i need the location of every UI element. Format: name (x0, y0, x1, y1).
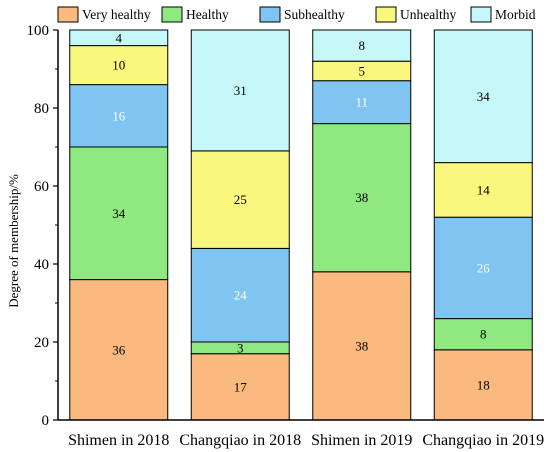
y-tick-label: 20 (34, 335, 49, 351)
bar-segment (312, 29, 412, 62)
bar-segment (69, 279, 169, 421)
legend-swatch (259, 6, 281, 23)
y-tick-label: 60 (34, 179, 49, 195)
x-tick-label: Shimen in 2019 (311, 432, 412, 449)
data-label: 8 (359, 38, 366, 53)
bar-segment (433, 318, 533, 351)
legend-swatch (161, 6, 183, 23)
bar-segment (433, 29, 533, 164)
data-label: 24 (234, 288, 248, 303)
legend-label: Healthy (186, 7, 229, 22)
data-label: 38 (355, 190, 368, 205)
y-tick-label: 40 (34, 257, 49, 273)
data-label: 26 (477, 260, 491, 275)
y-tick-label: 0 (42, 413, 50, 429)
legend: Very healthy Healthy Subhealthy Unhealthy Mo… (57, 6, 536, 23)
bars-group (69, 29, 533, 421)
data-label: 17 (234, 379, 248, 394)
legend-label: Morbid (495, 7, 536, 22)
data-label: 11 (355, 95, 368, 110)
y-axis-title: Degree of membership/% (6, 174, 21, 308)
legend-label: Unhealthy (400, 7, 456, 22)
data-label: 18 (477, 377, 490, 392)
x-tick-label: Changqiao in 2018 (179, 432, 301, 449)
data-label: 36 (112, 342, 126, 357)
bar-segment (190, 247, 290, 343)
legend-label: Very healthy (82, 7, 151, 22)
data-label: 3 (237, 340, 244, 355)
data-label: 38 (355, 338, 368, 353)
data-label: 31 (234, 83, 247, 98)
data-label: 10 (112, 58, 125, 73)
data-label: 4 (116, 30, 123, 45)
data-label: 16 (112, 108, 126, 123)
legend-swatch (470, 6, 492, 23)
bar-segment (433, 216, 533, 320)
data-label: 34 (112, 206, 126, 221)
x-tick-label: Changqiao in 2019 (422, 432, 544, 449)
x-tick-label: Shimen in 2018 (68, 432, 169, 449)
bar-segment (190, 29, 290, 152)
legend-swatch (57, 6, 79, 23)
data-label: 25 (234, 192, 247, 207)
y-tick-label: 100 (27, 23, 50, 39)
bar-segment (312, 80, 412, 125)
data-label: 8 (480, 327, 487, 342)
bar-segment (312, 271, 412, 421)
bar-segment (433, 162, 533, 218)
data-label: 5 (359, 63, 366, 78)
bar-segment (69, 29, 169, 47)
bar-segment (69, 146, 169, 281)
axes-group: Shimen in 2018 Changqiao in 2018 Shimen in… (27, 23, 545, 449)
data-labels-group: 36 34 16 10 4 17 3 24 25 31 38 38 11 5 8 18 8 26 14 34 (112, 30, 490, 394)
data-label: 14 (477, 182, 491, 197)
legend-swatch (375, 6, 397, 23)
bar-segment (190, 150, 290, 249)
y-tick-label: 80 (34, 101, 49, 117)
bar-segment (69, 45, 169, 86)
legend-label: Subhealthy (284, 7, 345, 22)
data-label: 34 (477, 89, 491, 104)
bar-segment (312, 123, 412, 273)
bar-segment (433, 349, 533, 421)
